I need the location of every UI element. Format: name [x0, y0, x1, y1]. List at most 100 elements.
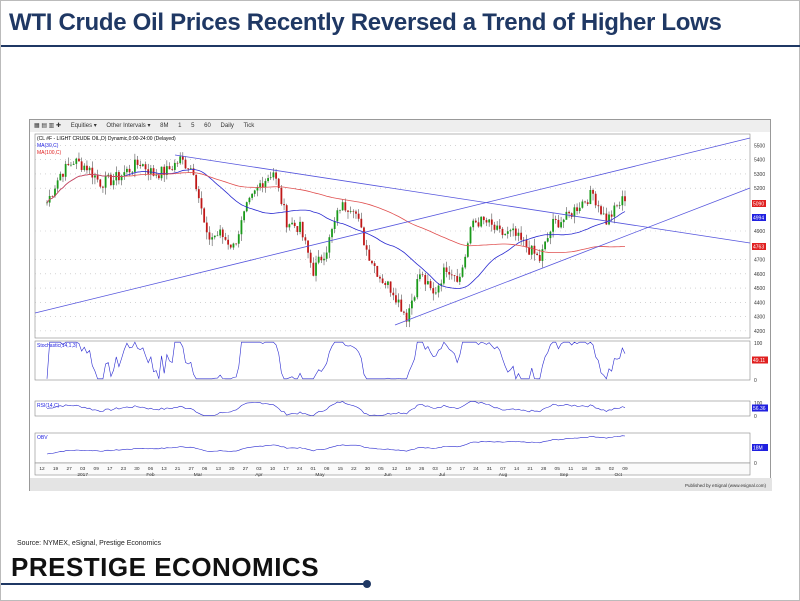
candle-body [189, 168, 192, 170]
candle-body [141, 164, 144, 166]
x-month-tick: Sep [560, 472, 569, 478]
indicator-range: 100 [754, 401, 763, 407]
x-day-tick: 17 [107, 466, 113, 472]
candle-body [456, 276, 459, 282]
candle-body [104, 175, 107, 188]
candle-body [387, 281, 389, 285]
candle-body [570, 213, 573, 217]
x-day-tick: 05 [555, 466, 561, 472]
price-badge [752, 200, 766, 207]
indicator-label: RSI(14,C) [37, 403, 60, 409]
x-day-tick: 13 [216, 466, 222, 472]
candle-body [293, 222, 296, 227]
candle-body [67, 163, 70, 166]
price-panel [34, 133, 751, 339]
candle-body [610, 214, 613, 217]
candle-body [72, 163, 75, 165]
toolbar-60[interactable]: 60 [204, 123, 211, 129]
candle-body [445, 267, 448, 273]
candle-body [94, 175, 96, 178]
x-day-tick: 09 [622, 466, 628, 472]
candle-body [107, 174, 110, 176]
candle-body [102, 186, 104, 188]
candle-body [224, 237, 227, 240]
x-day-tick: 10 [446, 466, 452, 472]
candle-body [429, 281, 432, 289]
x-day-tick: 30 [365, 466, 371, 472]
candle-body [440, 283, 443, 286]
candle-body [203, 208, 206, 223]
toolbar-other-intervals[interactable]: Other Intervals ▾ [106, 123, 151, 129]
candle-body [621, 196, 624, 206]
candle-body [46, 202, 48, 204]
x-day-tick: 12 [39, 466, 45, 472]
toolbar-8m[interactable]: 8M [160, 123, 169, 129]
candle-body [288, 224, 291, 228]
candle-body [576, 207, 578, 212]
x-day-tick: 02 [609, 466, 615, 472]
candle-body [368, 249, 371, 261]
x-day-tick: 17 [460, 466, 466, 472]
candle-body [480, 216, 483, 227]
candle-body [594, 193, 597, 206]
x-day-tick: 23 [121, 466, 127, 472]
candle-body [64, 163, 67, 177]
candle-body [416, 279, 419, 298]
y-tick-label: 4700 [754, 258, 765, 264]
toolbar-5[interactable]: 5 [191, 123, 195, 129]
title-divider [1, 45, 800, 47]
x-day-tick: 30 [134, 466, 140, 472]
candle-body [421, 274, 424, 276]
toolbar-equities[interactable]: Equities ▾ [70, 123, 97, 129]
candle-body [379, 276, 381, 279]
candle-body [216, 235, 219, 237]
candle-body [133, 159, 136, 172]
x-day-tick: 25 [595, 466, 601, 472]
x-month-tick: Jun [384, 472, 392, 478]
toolbar-daily[interactable]: Daily [220, 123, 234, 129]
indicator-badge [752, 444, 768, 451]
candle-body [325, 252, 328, 259]
candle-body [272, 172, 275, 178]
x-month-tick: May [315, 472, 325, 478]
candle-body [86, 165, 88, 171]
candle-body [157, 175, 160, 179]
candle-body [136, 159, 139, 165]
candle-body [285, 205, 288, 228]
candle-body [565, 211, 568, 220]
candle-body [291, 222, 293, 225]
toolbar-tick[interactable]: Tick [243, 123, 255, 129]
candle-body [434, 292, 437, 294]
candle-body [229, 244, 232, 248]
candle-body [261, 183, 264, 188]
candle-body [323, 258, 325, 261]
candle-body [453, 275, 456, 277]
candle-body [253, 190, 256, 194]
toolbar-1[interactable]: 1 [178, 123, 182, 129]
x-month-tick: Jul [439, 472, 445, 478]
x-day-tick: 26 [419, 466, 425, 472]
candle-body [592, 190, 594, 194]
candle-body [408, 308, 411, 322]
indicator-panel [34, 432, 751, 464]
trendline [174, 154, 751, 244]
candle-body [554, 218, 557, 220]
indicator-value: 18M [753, 446, 763, 452]
toolbar-icons[interactable]: ▦ ▤ ▥ ✚ [34, 123, 62, 129]
candle-body [498, 225, 501, 229]
candle-body [376, 265, 379, 277]
candle-body [424, 275, 427, 285]
candle-body [472, 220, 475, 228]
trendline [34, 137, 751, 314]
x-day-tick: 21 [175, 466, 181, 472]
candle-body [112, 180, 115, 186]
candle-body [482, 216, 485, 221]
candle-body [320, 256, 323, 261]
candle-body [88, 167, 91, 171]
candle-body [123, 172, 126, 176]
candle-body [562, 219, 565, 223]
candle-body [131, 171, 134, 173]
candle-body [360, 218, 363, 228]
footer-bar [30, 478, 772, 491]
candle-body [618, 205, 621, 207]
